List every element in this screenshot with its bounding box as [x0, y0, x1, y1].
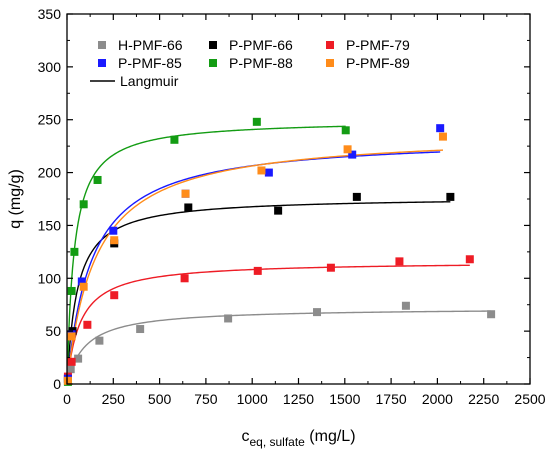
data-point-5-4 [181, 189, 190, 198]
data-point-4-4 [93, 175, 102, 184]
legend-label-3: P-PMF-85 [118, 55, 182, 71]
data-point-3-5 [264, 168, 273, 177]
data-point-2-8 [465, 255, 474, 264]
y-tick-label: 300 [38, 59, 62, 75]
data-point-2-1 [67, 357, 76, 366]
legend-marker-2 [326, 41, 334, 49]
legend-label-5: P-PMF-89 [346, 55, 410, 71]
legend-label-4: P-PMF-88 [229, 55, 293, 71]
legend-marker-5 [326, 59, 334, 67]
data-point-5-5 [257, 166, 266, 175]
y-tick-label: 250 [38, 112, 62, 128]
y-tick-label: 50 [45, 323, 61, 339]
fit-curve-5 [66, 149, 443, 385]
data-point-5-2 [79, 282, 88, 291]
data-point-3-7 [436, 124, 445, 133]
data-point-0-3 [95, 336, 104, 345]
legend-marker-1 [209, 41, 217, 49]
x-tick-label: 1000 [237, 391, 268, 407]
x-axis-title-unit: (mg/L) [305, 428, 356, 445]
y-tick-label: 100 [38, 270, 62, 286]
axes: 0 250 500 750 1000 1250 1500 1750 2000 2250 2500 0 5… [38, 6, 546, 407]
x-tick-label: 250 [102, 391, 126, 407]
legend-label-1: P-PMF-66 [229, 37, 293, 53]
fit-curve-0 [66, 310, 492, 385]
data-point-0-8 [487, 310, 496, 319]
data-point-0-6 [313, 308, 322, 317]
x-tick-label: 2250 [468, 391, 499, 407]
data-point-3-6 [348, 150, 357, 159]
data-point-0-7 [401, 301, 410, 310]
legend-marker-0 [98, 41, 106, 49]
data-point-0-1 [66, 365, 75, 374]
data-point-2-5 [253, 266, 262, 275]
data-point-2-3 [110, 291, 119, 300]
data-point-1-5 [352, 192, 361, 201]
legend-label-0: H-PMF-66 [118, 37, 183, 53]
data-point-1-4 [274, 206, 283, 215]
x-tick-label: 2000 [422, 391, 453, 407]
fit-curve-4 [66, 125, 346, 385]
fit-curve-3 [66, 151, 441, 385]
y-axis-title: q (mg/g) [7, 169, 24, 229]
data-point-2-7 [395, 257, 404, 266]
legend-fit-label: Langmuir [120, 73, 179, 89]
x-tick-label: 1250 [283, 391, 314, 407]
fit-curve-1 [66, 201, 451, 385]
fit-curves [66, 125, 492, 385]
data-point-4-5 [170, 135, 179, 144]
data-point-2-4 [180, 274, 189, 283]
y-tick-label: 350 [38, 6, 62, 22]
legend-label-2: P-PMF-79 [346, 37, 410, 53]
legend-marker-4 [209, 59, 217, 67]
data-point-5-0 [63, 376, 72, 385]
data-point-0-2 [74, 354, 83, 363]
data-point-5-6 [343, 145, 352, 154]
data-point-3-2 [77, 277, 86, 286]
x-tick-label: 750 [194, 391, 218, 407]
data-point-1-6 [446, 192, 455, 201]
data-point-4-7 [341, 126, 350, 135]
legend-marker-3 [98, 59, 106, 67]
y-tick-label: 0 [53, 376, 61, 392]
fit-curve-2 [66, 264, 470, 385]
data-point-0-4 [136, 325, 145, 334]
data-point-5-3 [110, 236, 119, 245]
data-point-2-6 [326, 263, 335, 272]
data-point-4-6 [252, 117, 261, 126]
legend: H-PMF-66 P-PMF-66 P-PMF-79 P-PMF-85 P-PMF-88… [90, 37, 410, 89]
x-tick-label: 2500 [514, 391, 545, 407]
x-tick-label: 1750 [376, 391, 407, 407]
data-point-4-1 [67, 286, 76, 295]
data-point-3-3 [109, 226, 118, 235]
data-point-0-5 [224, 314, 233, 323]
data-point-1-3 [184, 203, 193, 212]
y-tick-label: 150 [38, 217, 62, 233]
data-point-4-2 [70, 247, 79, 256]
data-point-5-1 [67, 332, 76, 341]
x-axis-title-main: c [241, 428, 249, 445]
data-point-4-3 [79, 200, 88, 209]
x-axis-title-subscript: eq, sulfate [249, 435, 305, 449]
data-point-2-2 [83, 320, 92, 329]
y-tick-label: 200 [38, 165, 62, 181]
data-point-5-7 [438, 132, 447, 141]
x-tick-label: 500 [148, 391, 172, 407]
x-tick-label: 1500 [329, 391, 360, 407]
x-tick-label: 0 [63, 391, 71, 407]
data-points [63, 117, 496, 386]
x-axis-title: ceq, sulfate (mg/L) [241, 428, 355, 449]
